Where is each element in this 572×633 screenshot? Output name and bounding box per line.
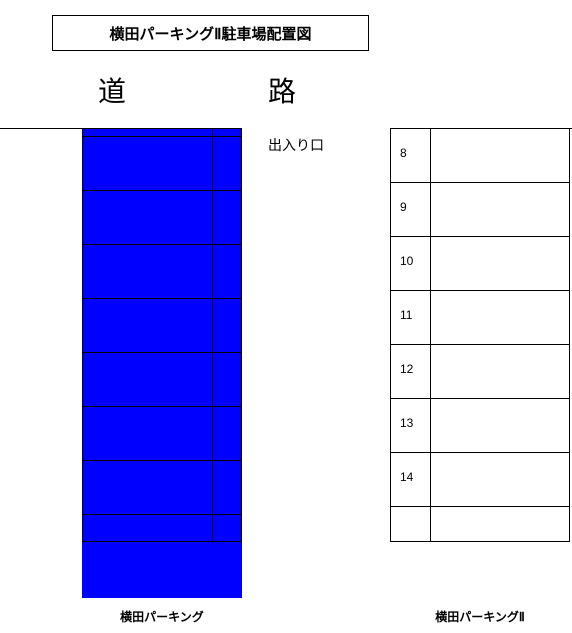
right-block-row-divider	[390, 398, 570, 399]
parking-slot-number: 8	[400, 146, 407, 160]
right-block-row-divider	[390, 236, 570, 237]
left-block-row-divider	[82, 352, 242, 353]
parking-slot-number: 12	[400, 362, 413, 376]
diagram-title: 横田パーキングⅡ駐車場配置図	[52, 15, 369, 51]
left-block-row-divider	[82, 136, 242, 137]
right-parking-block	[390, 128, 570, 542]
right-block-label: 横田パーキングⅡ	[390, 608, 570, 625]
right-block-row-divider	[390, 290, 570, 291]
left-block-row-divider	[82, 514, 242, 515]
right-block-row-divider	[390, 182, 570, 183]
left-block-row-divider	[82, 244, 242, 245]
right-block-row-divider	[390, 452, 570, 453]
left-block-row-divider	[82, 460, 242, 461]
parking-slot-number: 10	[400, 254, 413, 268]
parking-slot-number: 9	[400, 200, 407, 214]
right-block-inner-vline	[430, 128, 431, 542]
parking-slot-number: 11	[400, 308, 412, 322]
right-block-row-divider	[390, 344, 570, 345]
entrance-label: 出入り口	[268, 135, 324, 155]
left-block-row-divider	[82, 190, 242, 191]
road-char-2: 路	[268, 70, 296, 110]
road-char-1: 道	[98, 70, 126, 110]
left-block-label: 横田パーキング	[82, 608, 242, 625]
left-block-row-divider	[82, 298, 242, 299]
left-block-row-divider	[82, 406, 242, 407]
parking-slot-number: 13	[400, 416, 413, 430]
parking-slot-number: 14	[400, 470, 413, 484]
right-block-row-divider	[390, 506, 570, 507]
